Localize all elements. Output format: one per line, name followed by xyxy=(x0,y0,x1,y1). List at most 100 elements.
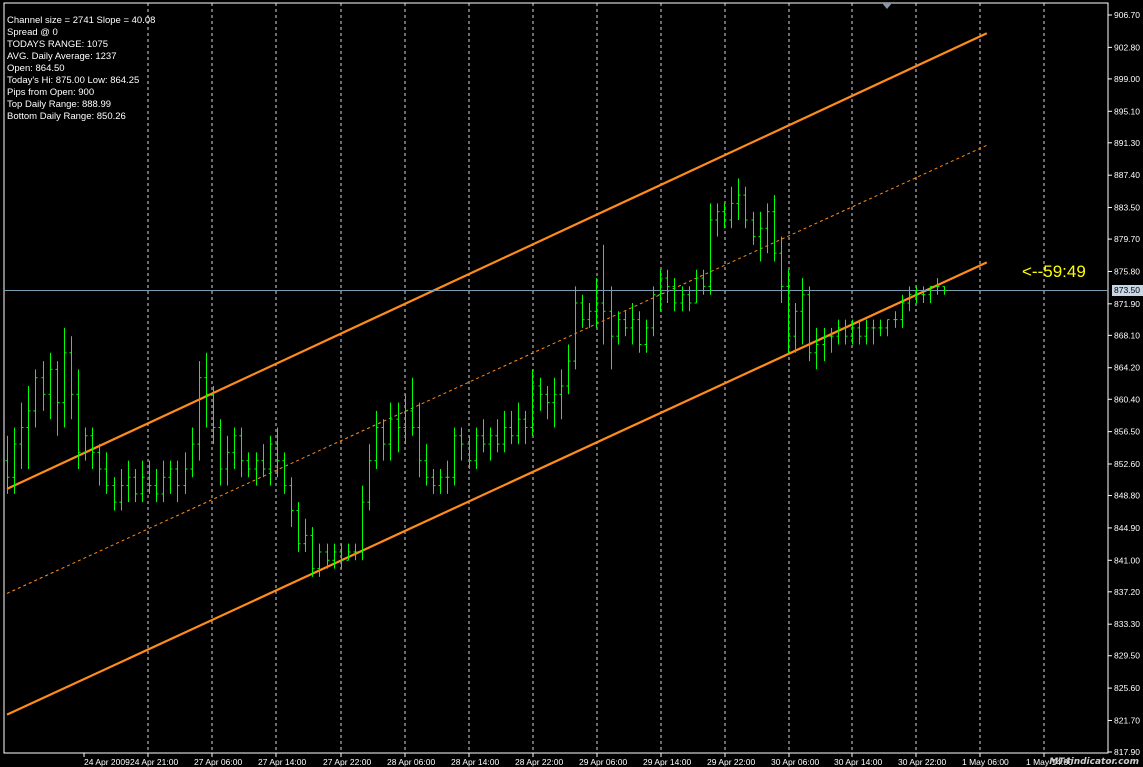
ohlc-bar xyxy=(665,269,670,303)
ohlc-bar xyxy=(530,369,535,436)
ohlc-bar xyxy=(523,410,528,445)
ohlc-bar xyxy=(5,435,10,494)
chart-shift-marker-icon[interactable] xyxy=(882,3,892,9)
ohlc-bar xyxy=(587,302,592,328)
price-axis-label: 875.80 xyxy=(1114,266,1140,276)
ohlc-bar xyxy=(296,502,301,552)
ohlc-bar xyxy=(822,327,827,362)
ohlc-bar xyxy=(481,419,486,453)
ohlc-bar xyxy=(225,435,230,486)
time-axis-label: 30 Apr 22:00 xyxy=(898,757,946,767)
price-axis-label: 891.30 xyxy=(1114,138,1140,148)
ohlc-bar xyxy=(218,419,223,486)
ohlc-bar xyxy=(325,543,330,569)
ohlc-bar xyxy=(893,311,898,328)
ohlc-bar xyxy=(268,435,273,486)
price-axis-label: 868.10 xyxy=(1114,330,1140,340)
info-bottom-daily-range: Bottom Daily Range: 850.26 xyxy=(7,111,126,122)
ohlc-bar xyxy=(133,468,138,503)
ohlc-bar xyxy=(424,444,429,486)
price-axis-label: 848.80 xyxy=(1114,491,1140,501)
ohlc-bar xyxy=(367,444,372,511)
ohlc-bar xyxy=(467,435,472,469)
ohlc-bar xyxy=(12,427,17,494)
ohlc-bar xyxy=(630,302,635,345)
time-axis-label: 29 Apr 06:00 xyxy=(579,757,627,767)
ohlc-bar xyxy=(573,286,578,370)
price-axis-label: 817.90 xyxy=(1114,747,1140,757)
ohlc-bar xyxy=(772,195,777,262)
time-axis-label: 30 Apr 06:00 xyxy=(771,757,819,767)
ohlc-bar xyxy=(168,460,173,494)
channel-middle-line xyxy=(6,144,988,594)
time-axis-label: 27 Apr 14:00 xyxy=(258,757,306,767)
ohlc-bar xyxy=(900,294,905,328)
ohlc-bar xyxy=(800,278,805,345)
ohlc-bar xyxy=(502,410,507,453)
price-axis-label: 883.50 xyxy=(1114,203,1140,213)
ohlc-bar xyxy=(62,327,67,428)
ohlc-bar xyxy=(786,269,791,353)
time-axis-label: 1 May 06:00 xyxy=(962,757,1009,767)
ohlc-bar xyxy=(566,344,571,395)
ohlc-bar xyxy=(793,302,798,353)
ohlc-bar xyxy=(814,327,819,370)
ohlc-bar xyxy=(885,319,890,337)
time-axis-label: 29 Apr 14:00 xyxy=(643,757,691,767)
ohlc-bar xyxy=(921,286,926,303)
ohlc-bar xyxy=(161,460,166,503)
price-axis-label: 887.40 xyxy=(1114,170,1140,180)
ohlc-bar xyxy=(878,319,883,337)
channel-lower-line xyxy=(6,261,988,716)
price-axis-label: 860.40 xyxy=(1114,394,1140,404)
ohlc-bar xyxy=(339,543,344,569)
ohlc-bar xyxy=(743,186,748,229)
ohlc-bar xyxy=(623,311,628,337)
price-axis-label: 906.70 xyxy=(1114,10,1140,20)
ohlc-bar xyxy=(275,427,280,478)
ohlc-bar xyxy=(914,286,919,303)
ohlc-bar xyxy=(147,460,152,494)
ohlc-bar xyxy=(48,352,53,420)
ohlc-bar xyxy=(601,244,606,345)
price-axis-label: 879.70 xyxy=(1114,234,1140,244)
ohlc-bar xyxy=(488,427,493,461)
ohlc-bar xyxy=(928,285,933,303)
ohlc-bar xyxy=(83,427,88,461)
time-axis-label: 27 Apr 06:00 xyxy=(194,757,242,767)
ohlc-bar xyxy=(871,319,876,345)
ohlc-bar xyxy=(438,468,443,494)
time-axis-label: 27 Apr 22:00 xyxy=(323,757,371,767)
ohlc-bar xyxy=(197,361,202,461)
ohlc-bar xyxy=(779,236,784,303)
price-axis-label: 864.20 xyxy=(1114,363,1140,373)
time-axis-label: 24 Apr 2009 xyxy=(84,757,130,767)
ohlc-bar xyxy=(495,419,500,453)
ohlc-bar xyxy=(76,369,81,469)
ohlc-bar xyxy=(104,452,109,494)
ohlc-bar xyxy=(701,269,706,295)
ohlc-bar xyxy=(396,402,401,453)
info-hi-low: Today's Hi: 875.00 Low: 864.25 xyxy=(7,75,140,86)
ohlc-bar xyxy=(651,286,656,337)
info-avg-daily: AVG. Daily Average: 1237 xyxy=(7,51,117,62)
price-axis-label: 821.70 xyxy=(1114,715,1140,725)
ohlc-bar xyxy=(431,468,436,494)
info-channel-size: Channel size = 2741 Slope = 40.08 xyxy=(7,15,156,26)
ohlc-bar xyxy=(907,286,912,312)
ohlc-bar xyxy=(829,327,834,353)
ohlc-bar xyxy=(935,278,940,295)
ohlc-bar xyxy=(452,427,457,486)
ohlc-bar xyxy=(637,311,642,353)
price-axis-label: 844.90 xyxy=(1114,523,1140,533)
ohlc-bar xyxy=(26,385,31,469)
price-axis-label: 841.00 xyxy=(1114,555,1140,565)
ohlc-bar xyxy=(807,286,812,362)
ohlc-bar xyxy=(850,319,855,345)
ohlc-bar xyxy=(857,319,862,345)
ohlc-bar xyxy=(672,278,677,312)
price-axis-label: 825.60 xyxy=(1114,683,1140,693)
ohlc-bar xyxy=(381,419,386,461)
